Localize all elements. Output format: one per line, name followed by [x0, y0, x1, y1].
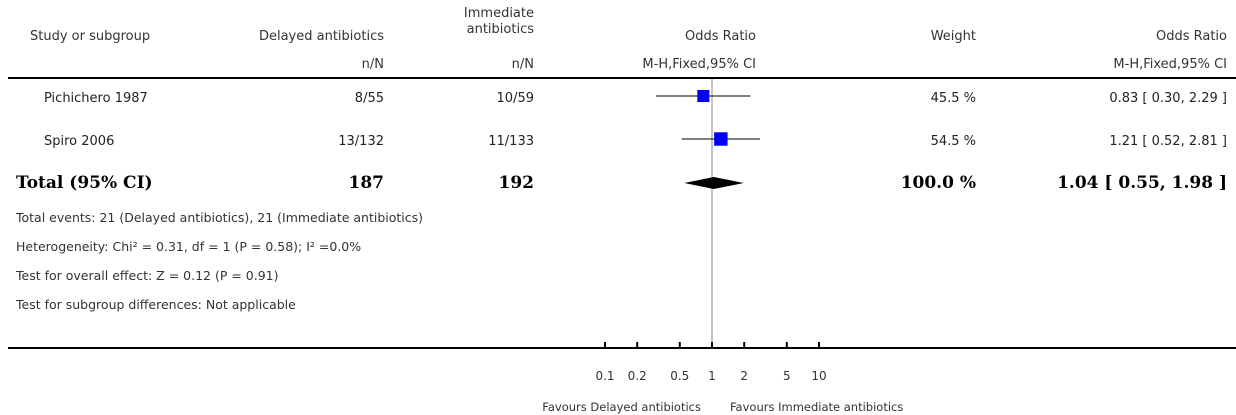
- axis-tick-label: 2: [740, 369, 748, 383]
- header-immediate: Immediate antibiotics: [463, 6, 534, 37]
- total-events: Total events: 21 (Delayed antibiotics), …: [16, 210, 424, 225]
- axis-tick-label: 1: [708, 369, 716, 383]
- header-rule: [8, 77, 1236, 79]
- heterogeneity: Heterogeneity: Chi² = 0.31, df = 1 (P = …: [16, 239, 362, 254]
- header-weight: Weight: [930, 29, 976, 44]
- header-delayed: Delayed antibiotics: [258, 29, 384, 44]
- study-delayed: 8/55: [354, 91, 384, 106]
- header-odds-ratio-right: Odds Ratio: [1155, 29, 1227, 44]
- study-name: Spiro 2006: [44, 134, 115, 149]
- study-ci: 0.83 [ 0.30, 2.29 ]: [1109, 91, 1227, 106]
- study-immediate: 10/59: [496, 91, 534, 106]
- axis-tick-label: 0.2: [628, 369, 647, 383]
- total-label: Total (95% CI): [16, 173, 153, 193]
- total-delayed: 187: [348, 173, 385, 193]
- favours-left: Favours Delayed antibiotics: [542, 400, 701, 414]
- study-immediate: 11/133: [488, 134, 534, 149]
- header-study: Study or subgroup: [30, 29, 151, 44]
- favours-right: Favours Immediate antibiotics: [730, 400, 904, 414]
- study-name: Pichichero 1987: [44, 91, 148, 106]
- total-immediate: 192: [498, 173, 535, 193]
- axis-tick-label: 0.5: [670, 369, 689, 383]
- axis-tick-label: 5: [783, 369, 791, 383]
- header-nN-delayed: n/N: [361, 57, 384, 72]
- bottom-rule: [8, 347, 1236, 349]
- subgroup-differences: Test for subgroup differences: Not appli…: [16, 297, 296, 312]
- header-method-plot: M-H,Fixed,95% CI: [642, 57, 756, 72]
- overall-effect: Test for overall effect: Z = 0.12 (P = 0…: [16, 268, 279, 283]
- study-weight: 54.5 %: [930, 134, 976, 149]
- header-odds-ratio: Odds Ratio: [684, 29, 756, 44]
- study-weight: 45.5 %: [930, 91, 976, 106]
- header-nN-immediate: n/N: [511, 57, 534, 72]
- total-ci: 1.04 [ 0.55, 1.98 ]: [1057, 173, 1227, 193]
- summary-diamond: [684, 177, 744, 189]
- study-delayed: 13/132: [338, 134, 384, 149]
- study-square: [714, 132, 728, 146]
- header-method-right: M-H,Fixed,95% CI: [1113, 57, 1227, 72]
- study-ci: 1.21 [ 0.52, 2.81 ]: [1109, 134, 1227, 149]
- axis-tick-label: 0.1: [595, 369, 614, 383]
- total-weight: 100.0 %: [900, 173, 976, 193]
- axis-tick-label: 10: [811, 369, 826, 383]
- study-square: [697, 89, 710, 103]
